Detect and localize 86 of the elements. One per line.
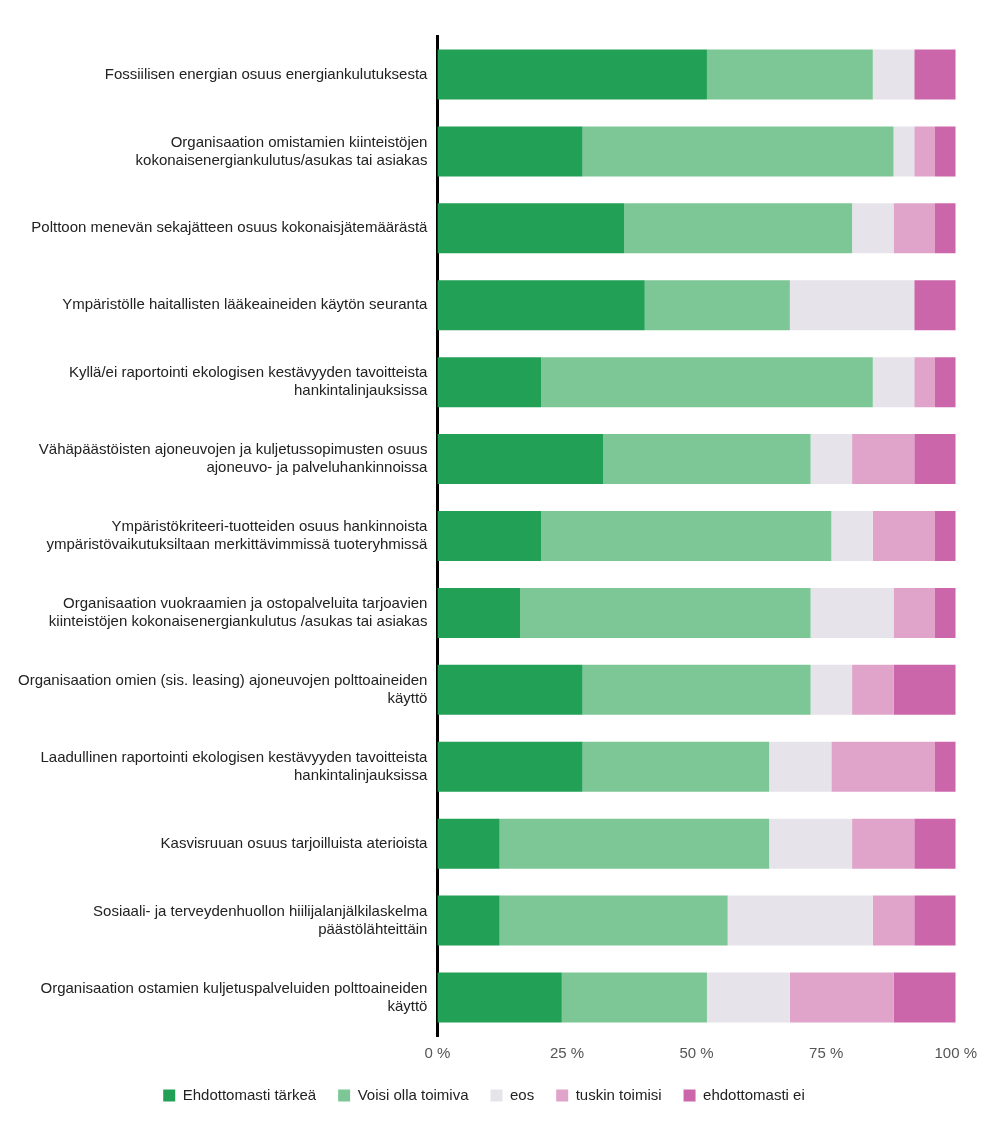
bar xyxy=(437,203,625,254)
bar xyxy=(437,895,500,946)
bar xyxy=(727,895,873,946)
bar xyxy=(561,972,707,1023)
bar xyxy=(706,972,790,1023)
y-tick-label: Kyllä/ei raportointi ekologisen kestävyyden tavoitteista hankintalinjauksissa xyxy=(68,363,429,399)
x-tick-label: 0 % xyxy=(424,1044,451,1062)
bar xyxy=(810,664,853,715)
bar xyxy=(914,126,935,177)
bar xyxy=(852,434,915,485)
bar xyxy=(437,357,542,408)
y-tick-label: Sosiaali- ja terveydenhuollon hiilijalanjälkilaskelma päästölähteittäin xyxy=(93,901,429,937)
bar xyxy=(437,818,500,869)
bar xyxy=(914,280,956,331)
y-tick-label: Organisaation vuokraamien ja ostopalveluita tarjoavien kiinteistöjen kokonaisenergiankulutus /asukas tai asiakas xyxy=(48,594,428,630)
bar xyxy=(893,587,935,638)
y-tick-label: Kasvisruuan osuus tarjoilluista aterioista xyxy=(160,833,429,851)
bar xyxy=(437,511,542,561)
bar xyxy=(935,511,956,561)
bar xyxy=(437,434,604,485)
legend-label: Ehdottomasti tärkeä xyxy=(182,1085,317,1103)
bar xyxy=(437,587,521,638)
x-tick-label: 100 % xyxy=(934,1044,978,1062)
bar xyxy=(852,203,894,254)
bar xyxy=(872,511,935,561)
y-tick-label: Ympäristökriteeri-tuotteiden osuus hankinnoista ympäristövaikutuksiltaan merkittävimmissä tuoteryhmissä xyxy=(46,517,429,553)
y-tick-label: Fossiilisen energian osuus energiankulutuksesta xyxy=(104,64,429,82)
bar xyxy=(935,203,956,254)
bar xyxy=(437,664,583,715)
bar xyxy=(914,818,956,869)
bar xyxy=(872,49,915,100)
bar xyxy=(769,818,853,869)
bar xyxy=(582,126,894,177)
bar xyxy=(541,357,873,408)
bar xyxy=(852,818,915,869)
bar xyxy=(893,126,915,177)
bar xyxy=(624,203,853,254)
bar xyxy=(499,895,728,946)
bar xyxy=(437,741,583,792)
y-tick-label: Organisaation omien (sis. leasing) ajoneuvojen polttoaineiden käyttö xyxy=(17,670,428,706)
bar xyxy=(831,511,873,561)
bar xyxy=(789,972,894,1023)
y-tick-label: Laadullinen raportointi ekologisen kestävyyden tavoitteista hankintalinjauksissa xyxy=(40,747,429,783)
bar xyxy=(935,126,956,177)
bar xyxy=(810,587,894,638)
bar xyxy=(706,49,873,100)
bar xyxy=(499,818,770,869)
bar xyxy=(603,434,811,485)
bar xyxy=(437,126,583,177)
legend-label: eos xyxy=(510,1085,535,1103)
bar xyxy=(872,357,915,408)
bar xyxy=(914,895,956,946)
bar xyxy=(437,280,645,331)
legend-label: Voisi olla toimiva xyxy=(357,1085,470,1103)
bar xyxy=(893,664,956,715)
y-tick-label: Polttoon menevän sekajätteen osuus kokonaisjätemäärästä xyxy=(31,218,429,236)
bar xyxy=(872,895,915,946)
bar xyxy=(893,972,956,1023)
bar xyxy=(769,741,832,792)
bar xyxy=(789,280,915,331)
y-tick-label: Organisaation ostamien kuljetuspalveluiden polttoaineiden käyttö xyxy=(40,978,428,1014)
bar xyxy=(914,49,956,100)
bar xyxy=(520,587,811,638)
bar xyxy=(810,434,853,485)
bar xyxy=(935,357,956,408)
legend-label: tuskin toimisi xyxy=(575,1085,662,1103)
bar xyxy=(831,741,935,792)
bar xyxy=(582,741,770,792)
y-tick-label: Organisaation omistamien kiinteistöjen kokonaisenergiankulutus/asukas tai asiakas xyxy=(135,132,428,168)
bar xyxy=(437,972,562,1023)
bar xyxy=(582,664,811,715)
bar xyxy=(935,587,956,638)
legend-label: ehdottomasti ei xyxy=(703,1085,805,1103)
bar xyxy=(852,664,894,715)
bar xyxy=(914,357,935,408)
bar xyxy=(914,434,956,485)
bar xyxy=(935,741,956,792)
bar xyxy=(893,203,935,254)
y-tick-label: Ympäristölle haitallisten lääkeaineiden käytön seuranta xyxy=(62,295,429,313)
x-tick-label: 50 % xyxy=(679,1044,714,1062)
bar xyxy=(644,280,790,331)
x-tick-label: 75 % xyxy=(809,1044,844,1062)
y-tick-label: Vähäpäästöisten ajoneuvojen ja kuljetussopimusten osuus ajoneuvo- ja palveluhankinnoissa xyxy=(38,440,429,476)
bar xyxy=(541,511,832,561)
x-tick-label: 25 % xyxy=(549,1044,585,1062)
bar xyxy=(437,49,707,100)
